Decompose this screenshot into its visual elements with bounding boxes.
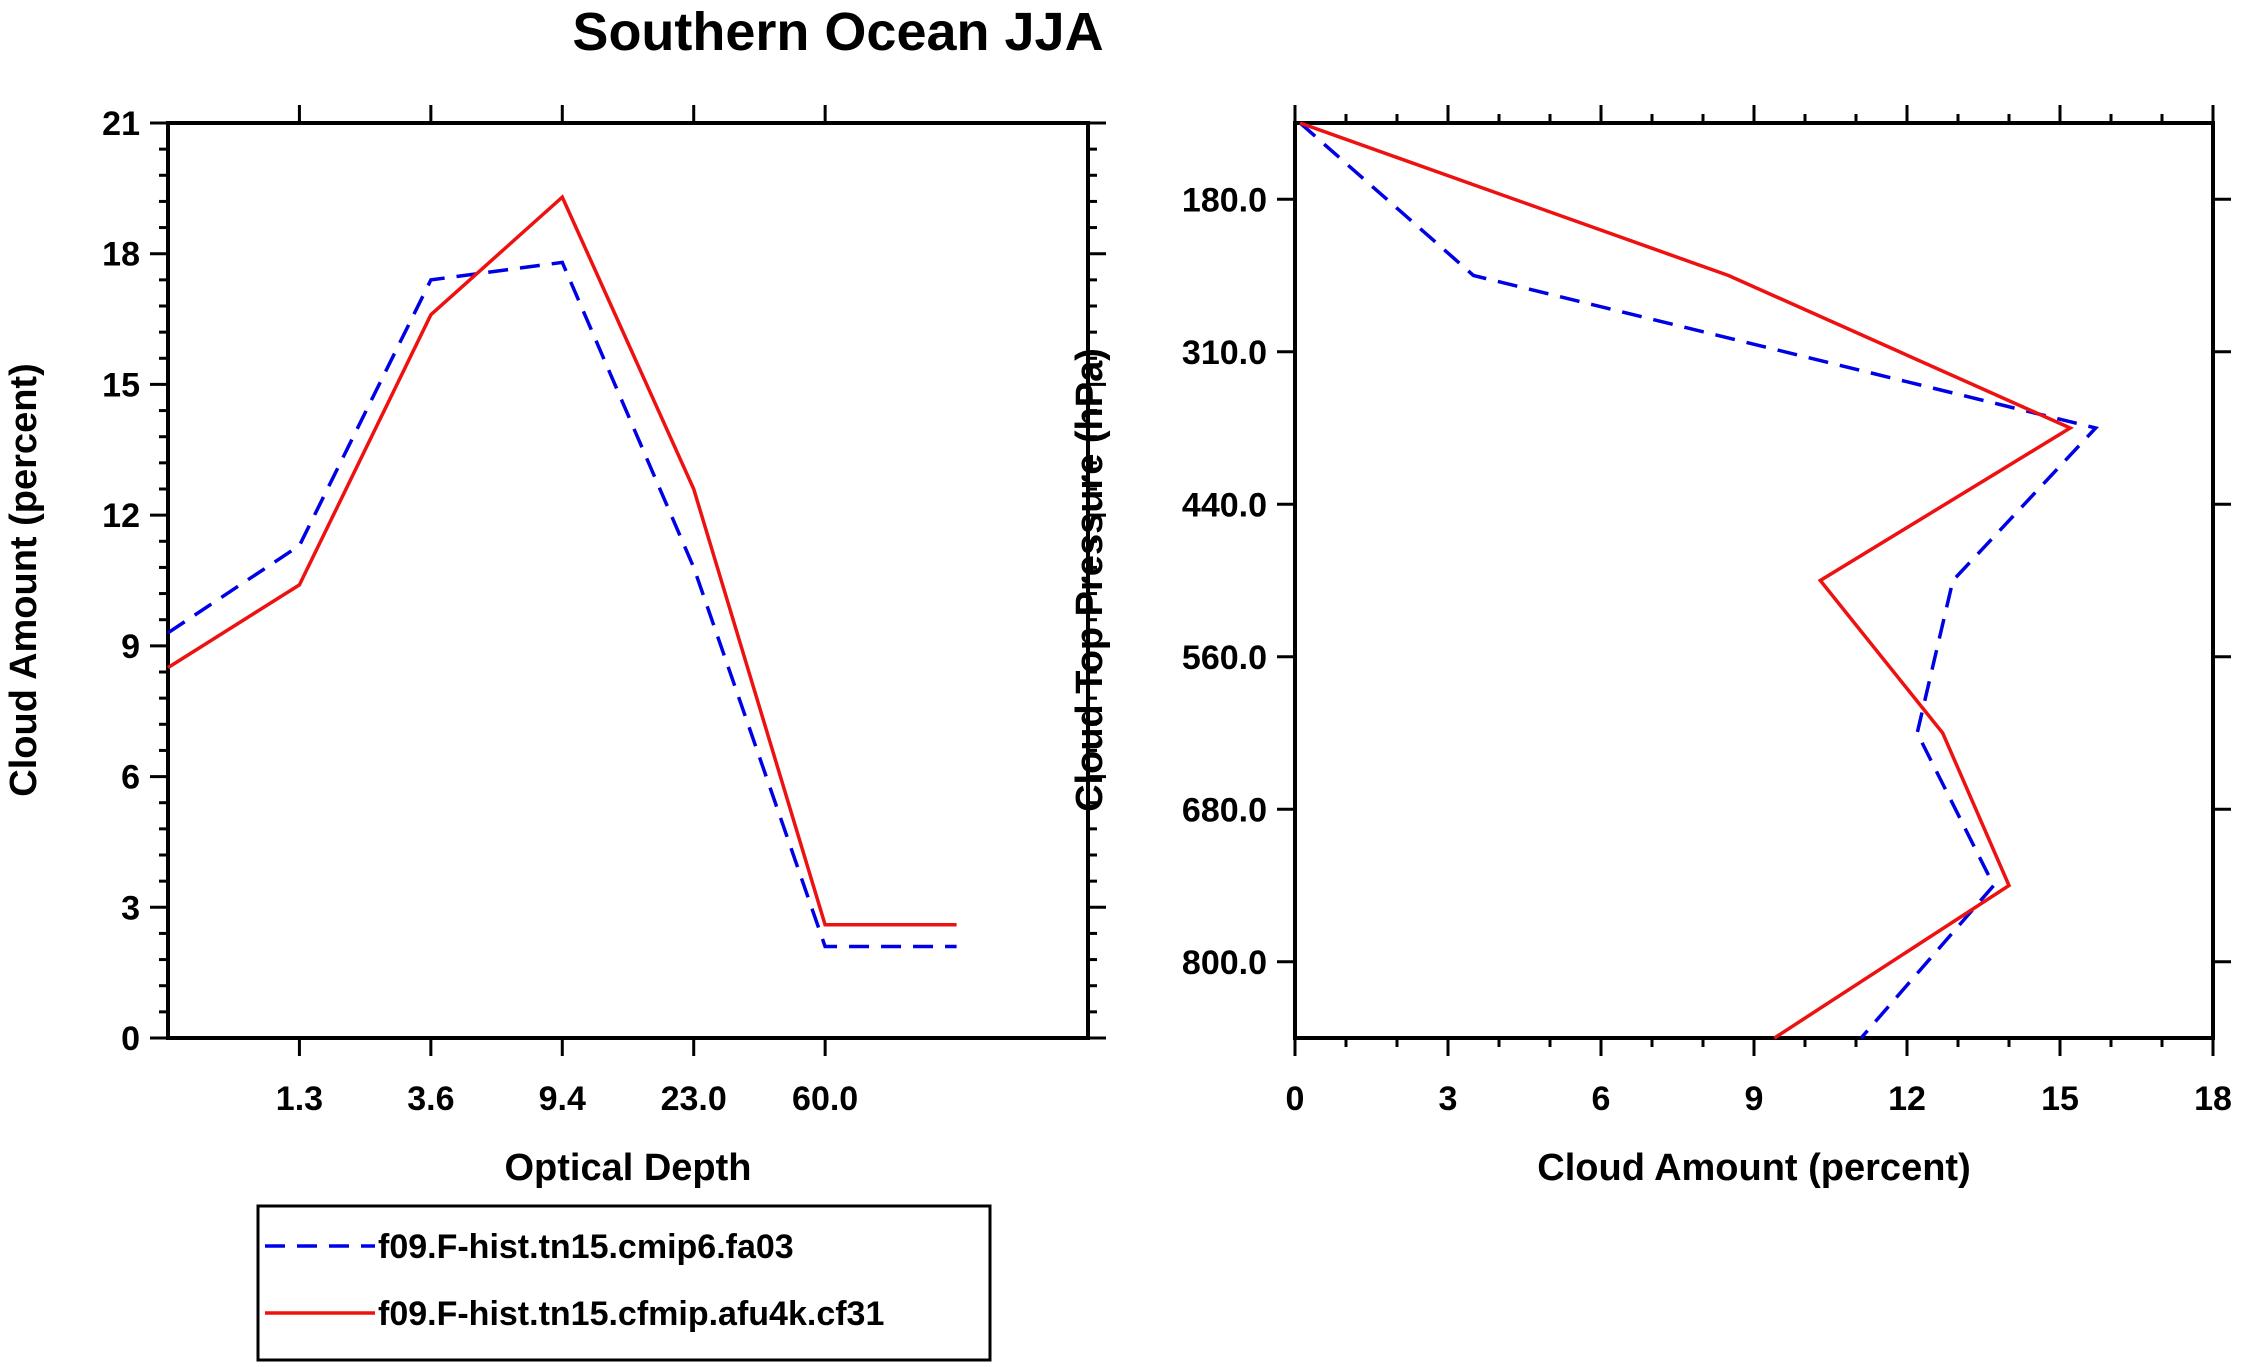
right-x-tick-label: 12 <box>1888 1080 1926 1118</box>
left-x-tick-label: 9.4 <box>539 1080 586 1118</box>
right-series-layer <box>1298 121 2100 1040</box>
right-y-axis-label: Cloud Top Pressure (hPa) <box>1069 348 1111 812</box>
right-x-tick-label: 9 <box>1745 1080 1764 1118</box>
figure-title: Southern Ocean JJA <box>572 2 1103 62</box>
left-series-line-0 <box>167 260 957 949</box>
right-y-tick-label: 800.0 <box>1182 944 1267 982</box>
left-x-tick-label: 23.0 <box>661 1080 727 1118</box>
right-y-tick-label: 310.0 <box>1182 334 1267 372</box>
left-x-tick-label: 3.6 <box>407 1080 454 1118</box>
legend-label-cmip6: f09.F-hist.tn15.cmip6.fa03 <box>378 1228 794 1266</box>
right-x-tick-label: 18 <box>2194 1080 2232 1118</box>
right-y-tick-label: 440.0 <box>1182 486 1267 524</box>
right-x-tick-label: 6 <box>1592 1080 1611 1118</box>
right-plot-frame <box>1293 121 2215 1040</box>
left-y-tick-label: 12 <box>102 497 140 535</box>
right-panel: 0 3 6 9 12 15 18 180.0 310.0 440.0 560.0 680.0 800.0… <box>1069 105 2232 1189</box>
left-y-tick-label: 18 <box>102 236 140 274</box>
right-x-tick-label: 0 <box>1286 1080 1305 1118</box>
right-y-tick-label: 560.0 <box>1182 639 1267 677</box>
left-y-tick-label: 9 <box>121 628 140 666</box>
right-x-tick-label: 15 <box>2041 1080 2079 1118</box>
right-tick-layer: 0 3 6 9 12 15 18 180.0 310.0 440.0 560.0 680.0 800.0 <box>1182 105 2232 1118</box>
right-x-tick-label: 3 <box>1439 1080 1458 1118</box>
left-y-axis-label: Cloud Amount (percent) <box>3 363 45 796</box>
left-x-tick-label: 1.3 <box>276 1080 323 1118</box>
left-x-tick-label: 60.0 <box>792 1080 858 1118</box>
right-series-line-1 <box>1299 121 2074 1040</box>
left-y-tick-label: 6 <box>121 759 140 797</box>
legend-box <box>256 1204 992 1362</box>
left-series-layer <box>167 194 957 949</box>
left-y-tick-label: 21 <box>102 105 140 143</box>
left-series-line-1 <box>167 194 957 927</box>
left-y-tick-label: 15 <box>102 366 140 404</box>
right-series-line-0 <box>1298 121 2100 1040</box>
left-plot-frame <box>166 121 1090 1040</box>
left-tick-layer: 0 3 6 9 12 15 18 21 1.3 3.6 9.4 23.0 60.0 <box>102 105 1106 1118</box>
legend-label-cfmip: f09.F-hist.tn15.cfmip.afu4k.cf31 <box>378 1295 884 1333</box>
right-x-axis-label: Cloud Amount (percent) <box>1537 1147 1970 1189</box>
left-y-tick-label: 3 <box>121 889 140 927</box>
left-y-tick-label: 0 <box>121 1020 140 1058</box>
right-y-tick-label: 180.0 <box>1182 181 1267 219</box>
right-y-tick-label: 680.0 <box>1182 791 1267 829</box>
left-panel: 0 3 6 9 12 15 18 21 1.3 3.6 9.4 23.0 60.0 Optical De… <box>3 105 1106 1189</box>
legend: f09.F-hist.tn15.cmip6.fa03 f09.F-hist.tn… <box>256 1204 992 1362</box>
left-x-axis-label: Optical Depth <box>504 1147 751 1189</box>
